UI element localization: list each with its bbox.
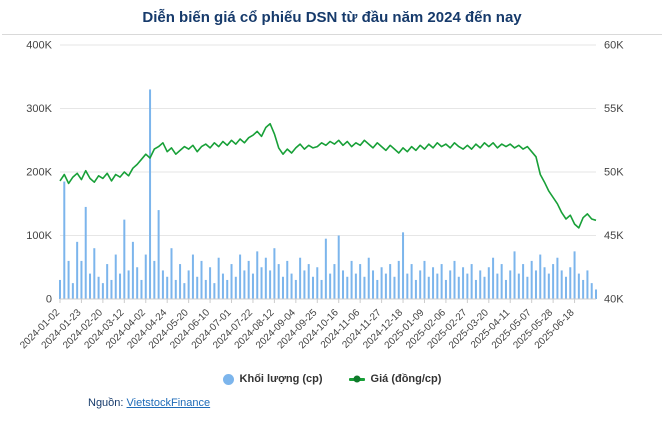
right-axis-tick: 55K	[604, 103, 624, 115]
legend-item-volume[interactable]: Khối lượng (cp)	[222, 373, 323, 385]
chart-title: Diễn biến giá cổ phiếu DSN từ đầu năm 20…	[2, 0, 662, 35]
price-volume-chart: 0 40K 100K 45K 200K 50K 300K 55K 400K 60K 2024-01-…	[18, 40, 624, 352]
left-axis-tick: 100K	[26, 230, 52, 242]
legend-label-price: Giá (đồng/cp)	[370, 373, 442, 385]
right-axis-tick: 50K	[604, 167, 624, 179]
left-axis-tick: 300K	[26, 103, 52, 115]
right-axis-tick: 40K	[604, 294, 624, 306]
volume-bars	[59, 89, 597, 299]
left-axis-tick: 400K	[26, 40, 52, 52]
price-line-dot-icon	[348, 375, 365, 383]
volume-circle-icon	[222, 373, 234, 385]
source-prefix: Nguồn:	[88, 397, 124, 409]
legend-label-volume: Khối lượng (cp)	[239, 373, 323, 385]
price-line	[59, 122, 597, 229]
left-axis-tick: 0	[46, 294, 52, 306]
source-row: Nguồn: VietstockFinance	[88, 397, 664, 409]
source-link[interactable]: VietstockFinance	[126, 397, 211, 409]
chart-legend: Khối lượng (cp) Giá (đồng/cp)	[0, 367, 664, 391]
right-axis-tick: 45K	[604, 230, 624, 242]
legend-item-price[interactable]: Giá (đồng/cp)	[348, 373, 442, 385]
left-axis-tick: 200K	[26, 167, 52, 179]
gridlines: 0 40K 100K 45K 200K 50K 300K 55K 400K 60K	[26, 40, 624, 306]
right-axis-tick: 60K	[604, 40, 624, 52]
x-axis: 2024-01-022024-01-232024-02-202024-03-12…	[18, 298, 596, 351]
